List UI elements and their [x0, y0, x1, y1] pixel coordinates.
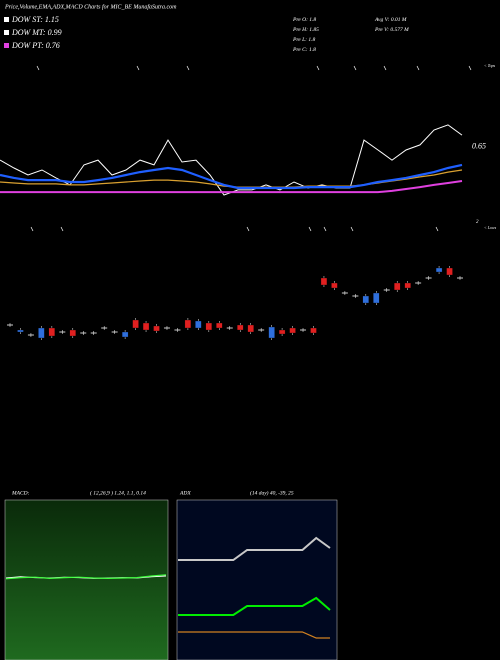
- legend-swatch: [4, 17, 9, 22]
- lows-label: < Lows: [484, 225, 497, 230]
- legend-label: DOW PT:: [11, 41, 44, 50]
- candle: [142, 322, 150, 331]
- series-line: [178, 536, 331, 561]
- stat: Pre H: 1.85: [292, 27, 319, 33]
- series-line: [178, 631, 330, 639]
- top-marker: [416, 65, 420, 71]
- adx-label: ADX: [179, 490, 191, 496]
- candle: [153, 325, 160, 332]
- stat-label: Pre V:: [374, 27, 389, 33]
- legend-label: DOW ST:: [11, 15, 43, 24]
- candle: [216, 322, 223, 329]
- top-marker: [36, 65, 40, 71]
- legend-value: 1.15: [45, 15, 59, 24]
- stat: Pre C: 1.8: [292, 47, 316, 53]
- candle: [205, 322, 212, 331]
- candle: [362, 295, 369, 304]
- low-marker: [350, 226, 354, 232]
- series-line: [0, 163, 463, 190]
- adx-params: (14 day) 40, -39, 25: [250, 489, 294, 496]
- adx-panel: [176, 499, 338, 660]
- top-marker: [468, 65, 472, 71]
- candle: [268, 326, 275, 339]
- stat-value: 0.577 M: [390, 27, 409, 33]
- low-marker: [323, 226, 327, 232]
- series-line: [0, 180, 463, 194]
- legend-entry: DOW PT: 0.76: [11, 41, 60, 50]
- legend-entry: DOW ST: 1.15: [11, 15, 59, 24]
- stat-label: Pre C:: [292, 47, 308, 53]
- top-marker: [316, 65, 320, 71]
- legend-swatch: [4, 30, 9, 35]
- top-marker: [353, 65, 357, 71]
- low-marker: [246, 226, 250, 232]
- series-line: [178, 596, 331, 616]
- candle: [404, 282, 411, 289]
- low-marker: [60, 226, 64, 232]
- stat-value: 1.8: [309, 47, 316, 53]
- candle: [320, 277, 328, 286]
- stat-label: Avg V:: [374, 17, 390, 23]
- candle: [373, 292, 380, 304]
- legend-swatch: [4, 43, 9, 48]
- top-marker: [383, 65, 387, 71]
- stat-value: 0.01 M: [391, 17, 407, 23]
- candle: [331, 282, 338, 289]
- stat-label: Pre O:: [292, 17, 308, 23]
- stat-value: 1.8: [308, 37, 315, 43]
- series-line: [0, 169, 463, 188]
- candle: [446, 267, 453, 276]
- stat: Pre L: 1.8: [292, 37, 316, 43]
- candle: [184, 319, 192, 329]
- stat: Pre V: 0.577 M: [374, 27, 409, 33]
- stat-value: 1.8: [309, 17, 316, 23]
- legend-value: 0.76: [46, 41, 60, 50]
- candle: [17, 329, 24, 333]
- candle: [289, 327, 296, 334]
- legend-label: DOW MT:: [11, 28, 46, 37]
- top-marker: [136, 65, 140, 71]
- price-label: 0.65: [472, 142, 486, 151]
- candle: [310, 327, 317, 334]
- candle: [394, 282, 401, 291]
- low-marker: [308, 226, 312, 232]
- candle: [121, 331, 129, 338]
- macd-params: ( 12,26,9 ) 1.24, 1.1, 0.14: [90, 489, 146, 496]
- series-line: [5, 574, 167, 580]
- candle: [38, 327, 45, 339]
- annotation: 2: [476, 220, 479, 225]
- stat: Pre O: 1.8: [292, 17, 316, 23]
- candle: [247, 324, 254, 333]
- legend-entry: DOW MT: 0.99: [11, 28, 62, 37]
- stat: Avg V: 0.01 M: [374, 17, 407, 23]
- candle: [132, 319, 139, 329]
- stat-value: 1.85: [309, 27, 319, 33]
- low-marker: [435, 226, 439, 232]
- title: Price,Volume,EMA,ADX,MACD Charts for MIC…: [4, 3, 177, 10]
- candle: [195, 320, 202, 329]
- stat-label: Pre H:: [292, 27, 308, 33]
- candle: [237, 324, 244, 331]
- candle: [69, 329, 76, 337]
- low-marker: [30, 226, 34, 232]
- macd-panel: [4, 499, 169, 660]
- candle: [278, 329, 286, 335]
- tops-label: < Tops: [484, 63, 496, 68]
- stat-label: Pre L:: [292, 37, 307, 43]
- candle: [435, 267, 443, 273]
- legend-value: 0.99: [48, 28, 62, 37]
- candle: [48, 327, 56, 337]
- macd-label: MACD:: [11, 490, 30, 496]
- top-marker: [186, 65, 190, 71]
